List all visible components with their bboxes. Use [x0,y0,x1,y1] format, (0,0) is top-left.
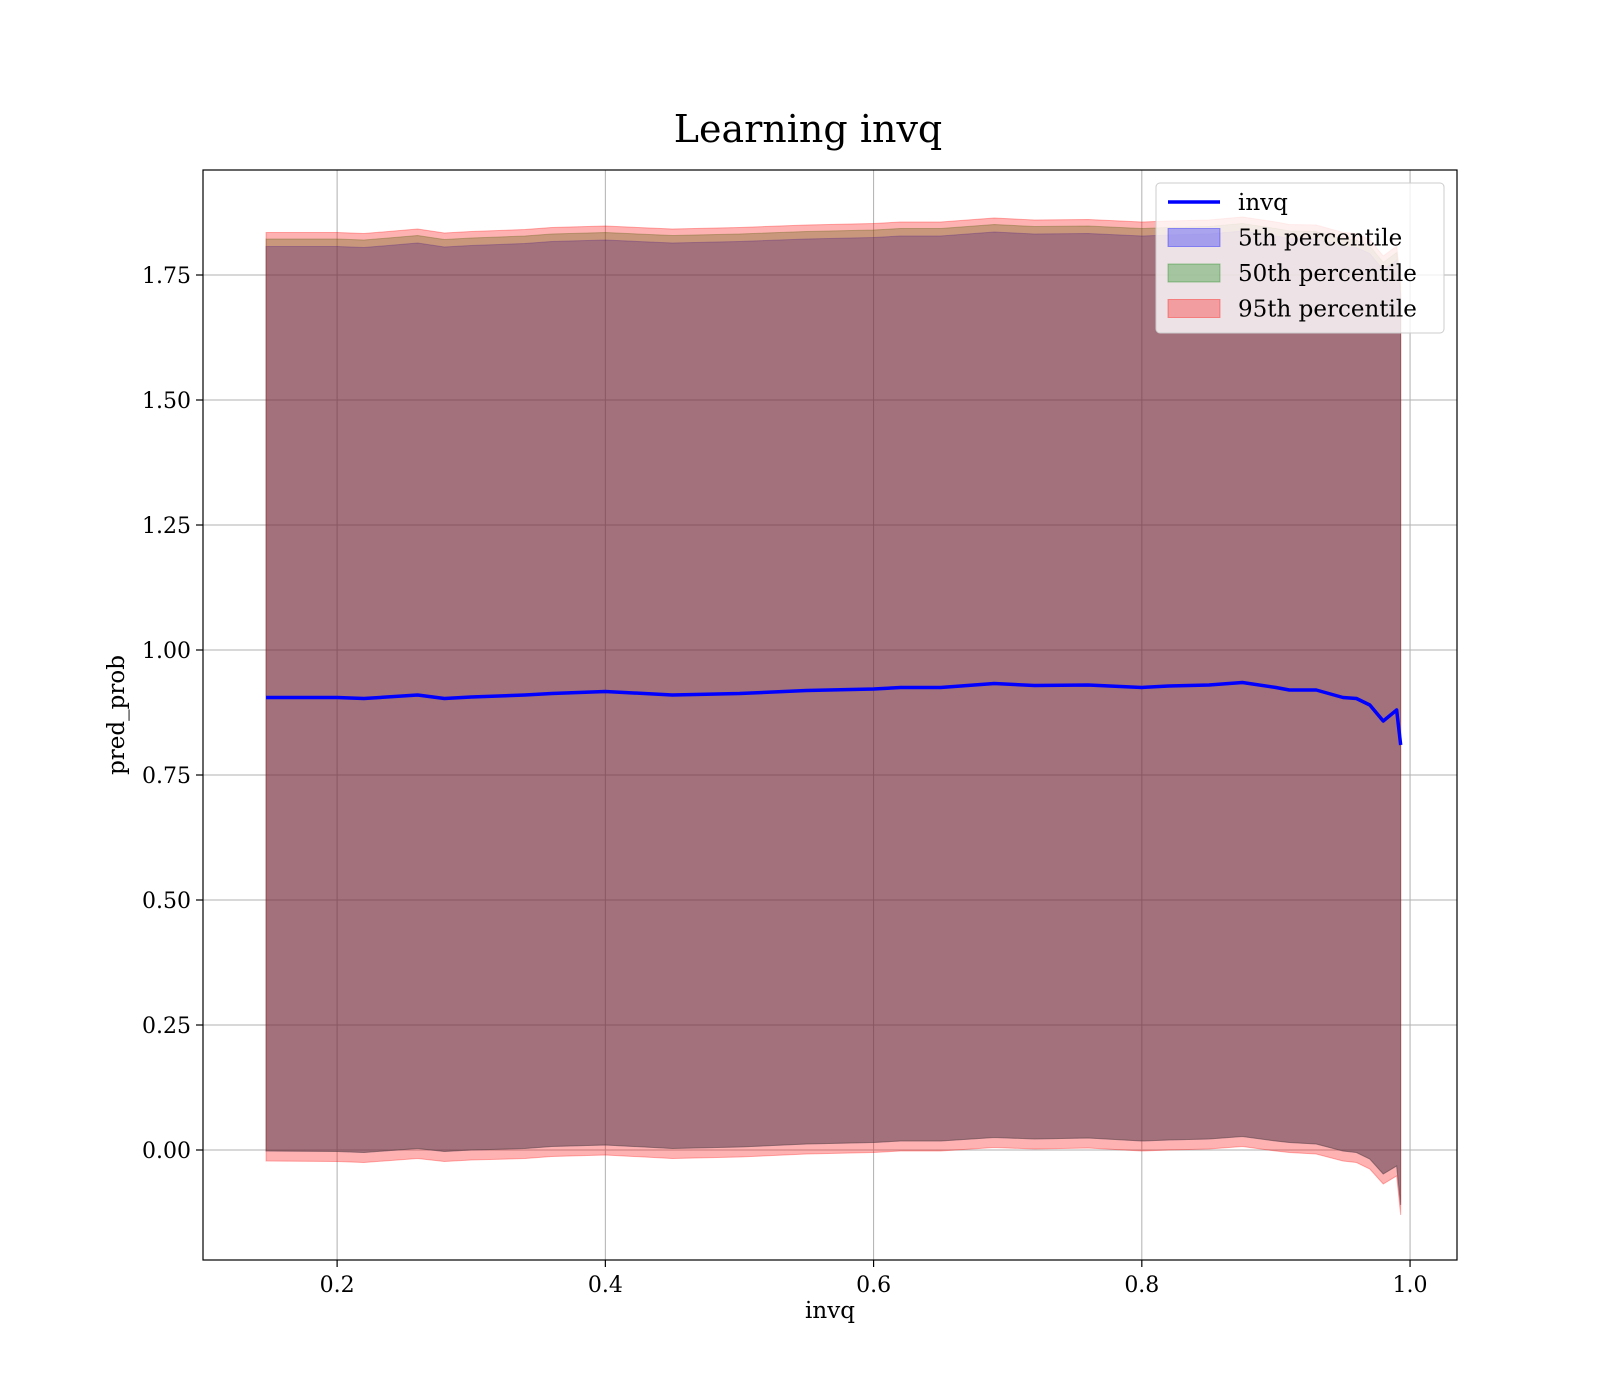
x-tick-label: 0.8 [1124,1273,1159,1298]
legend-label: 5th percentile [1238,226,1402,252]
legend-box [1155,182,1445,334]
x-axis-ticks: 0.2 0.4 0.6 0.8 1.0 [320,1260,1428,1298]
band-2 [265,222,1402,1206]
y-tick-label: 0.00 [142,1139,191,1164]
x-tick-label: 0.2 [320,1273,355,1298]
y-tick-label: 0.50 [142,889,191,914]
line-series-0 [266,680,1403,746]
y-tick-label: 1.50 [142,389,191,414]
band-1 [265,230,1402,1206]
band-3 [265,216,1402,1216]
x-tick-label: 0.6 [856,1273,891,1298]
y-tick-label: 0.75 [142,764,191,789]
x-tick-label: 1.0 [1393,1273,1428,1298]
y-axis-ticks: 0.00 0.25 0.50 0.75 1.00 1.25 1.50 1.75 [142,264,203,1164]
legend: invq 5th percentile 50th percentile 95th pe… [1155,182,1445,334]
legend-label: 95th percentile [1238,297,1417,323]
percentile-bands [265,216,1402,1216]
y-axis-label: pred_prob [104,655,130,775]
x-tick-label: 0.4 [588,1273,623,1298]
legend-band-swatch [1167,228,1221,247]
legend-label: 50th percentile [1238,261,1417,287]
y-tick-label: 1.25 [142,514,191,539]
plot-frame [202,169,1458,1261]
y-tick-label: 1.00 [142,639,191,664]
legend-band-swatch [1167,299,1221,318]
legend-band-swatch [1167,263,1221,283]
legend-label: invq [1238,190,1288,216]
x-axis-label: invq [805,1298,855,1324]
y-tick-label: 0.25 [142,1014,191,1039]
chart-title: Learning invq [674,107,942,151]
series-lines [266,680,1403,746]
y-tick-label: 1.75 [142,264,191,289]
